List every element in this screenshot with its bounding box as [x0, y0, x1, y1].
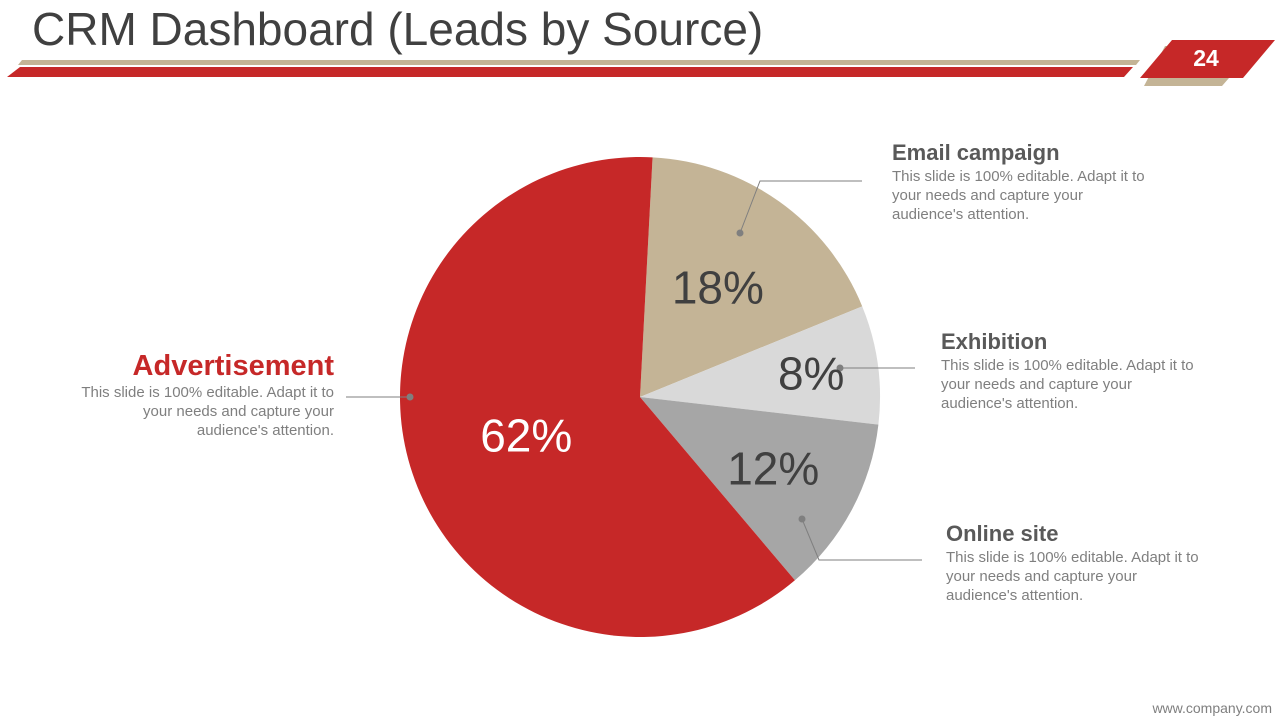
- footer-website: www.company.com: [1152, 700, 1272, 716]
- description-email-campaign: This slide is 100% editable. Adapt it to…: [892, 168, 1145, 223]
- header-tan-bar: [18, 60, 1140, 65]
- slide-title: CRM Dashboard (Leads by Source): [32, 3, 764, 55]
- callout-exhibition: Exhibition This slide is 100% editable. …: [941, 329, 1203, 413]
- pie-slice-exhibition: [640, 306, 880, 425]
- pie-slice-online-site: [640, 397, 879, 581]
- description-advertisement: This slide is 100% editable. Adapt it to…: [81, 384, 334, 439]
- callout-advertisement: Advertisement This slide is 100% editabl…: [72, 350, 334, 440]
- data-label-advertisement: 62%: [480, 409, 572, 461]
- leader-dot-email-campaign: [736, 229, 744, 237]
- callout-online-site: Online site This slide is 100% editable.…: [946, 521, 1208, 605]
- leader-dot-exhibition: [836, 364, 844, 372]
- page-number: 24: [1193, 45, 1219, 71]
- description-online-site: This slide is 100% editable. Adapt it to…: [946, 549, 1199, 604]
- legend-label-email-campaign: Email campaign: [892, 140, 1060, 165]
- pie-slice-email-campaign: [640, 157, 863, 397]
- header-red-bar: [7, 67, 1133, 77]
- leader-line-email-campaign: [739, 180, 862, 234]
- legend-label-advertisement: Advertisement: [132, 350, 334, 382]
- pie-slice-advertisement: [400, 157, 795, 637]
- leader-dot-online-site: [798, 515, 806, 523]
- data-label-email-campaign: 18%: [672, 261, 764, 313]
- data-label-exhibition: 8%: [778, 348, 844, 400]
- legend-label-online-site: Online site: [946, 521, 1059, 546]
- leader-dot-advertisement: [406, 393, 414, 401]
- data-label-online-site: 12%: [727, 442, 819, 494]
- leader-line-online-site: [801, 518, 922, 561]
- page-badge: [1140, 40, 1275, 78]
- legend-label-exhibition: Exhibition: [941, 329, 1048, 354]
- callout-email-campaign: Email campaign This slide is 100% editab…: [892, 140, 1154, 224]
- description-exhibition: This slide is 100% editable. Adapt it to…: [941, 357, 1194, 412]
- header-decoration: [7, 40, 1275, 86]
